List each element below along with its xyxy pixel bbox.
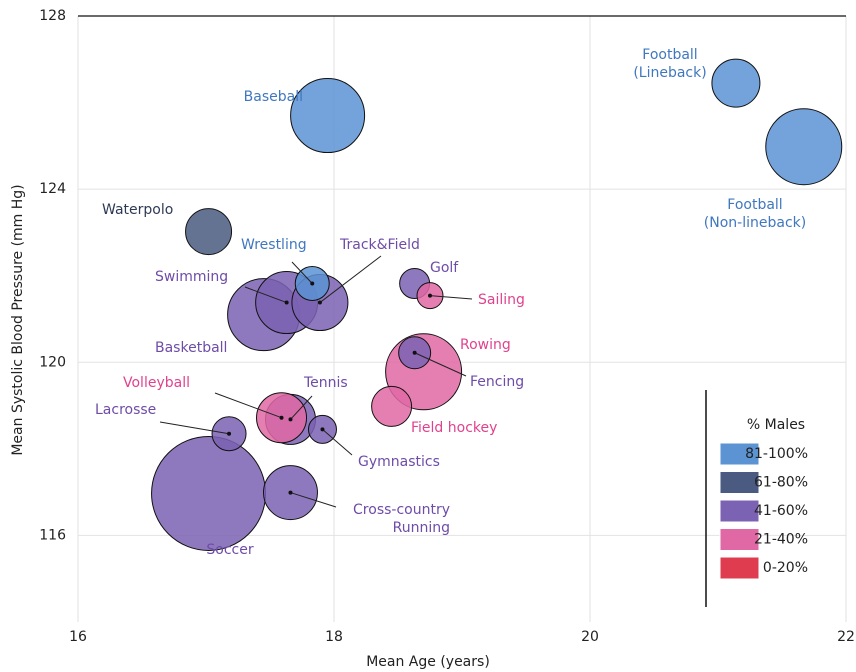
legend-swatch — [719, 499, 760, 523]
leader-line — [159, 421, 230, 435]
bubble-label: Football — [727, 197, 782, 213]
legend-swatch — [719, 471, 760, 494]
bubble-label: Fencing — [470, 374, 524, 390]
leader-dot — [279, 415, 284, 420]
leader-dot — [428, 293, 432, 298]
leader-line — [429, 295, 473, 300]
bubble-label: Lacrosse — [95, 402, 156, 418]
bubble-label: Basketball — [155, 340, 227, 356]
legend-label: 61-80% — [754, 475, 808, 491]
bubble-label: Baseball — [244, 89, 303, 105]
leader-line — [244, 286, 287, 304]
leader-dot — [288, 417, 293, 422]
leader-line — [214, 392, 282, 419]
y-tick-label: 116 — [39, 527, 66, 543]
legend-swatch — [719, 528, 760, 551]
x-tick-label: 22 — [837, 629, 855, 645]
bubble-label: Soccer — [206, 542, 253, 558]
bubble-label: Waterpolo — [102, 202, 173, 218]
bubble-label: Track&Field — [339, 237, 420, 253]
legend-title: % Males — [747, 417, 805, 433]
bubble-label: Rowing — [460, 337, 511, 353]
bubble-label: Field hockey — [411, 420, 497, 436]
bubble-label: (Lineback) — [633, 65, 706, 81]
bubble-label: Wrestling — [241, 237, 307, 253]
bubble-label: Tennis — [303, 375, 348, 391]
bubble-label: Golf — [430, 260, 459, 276]
legend-label: 41-60% — [754, 503, 808, 519]
bubble-label: Gymnastics — [358, 454, 440, 470]
x-tick-label: 16 — [69, 629, 87, 645]
legend-label: 21-40% — [754, 532, 808, 548]
bubble-label: Football — [642, 47, 697, 63]
leader-dot — [284, 300, 289, 305]
x-axis-label: Mean Age (years) — [366, 654, 490, 670]
leader-line — [322, 429, 353, 456]
leader-dot — [227, 431, 232, 436]
leader-dot — [320, 427, 325, 432]
bubble-label: Running — [393, 520, 450, 536]
leader-dot — [317, 300, 322, 305]
legend-swatch — [719, 442, 760, 466]
bubble-label: (Non-lineback) — [704, 215, 806, 231]
bubble-label: Cross-country — [353, 502, 450, 518]
y-axis-label: Mean Systolic Blood Pressure (mm Hg) — [10, 184, 26, 455]
leader-line — [414, 352, 467, 377]
leader-line — [290, 395, 313, 420]
y-tick-label: 128 — [39, 8, 66, 24]
bubble — [151, 435, 267, 551]
leader-dot — [310, 281, 315, 286]
legend-label: 0-20% — [763, 560, 808, 576]
legend-label: 81-100% — [745, 446, 808, 462]
leader-line — [290, 492, 337, 508]
leader-dot — [412, 350, 417, 355]
bubble — [765, 108, 843, 186]
y-tick-label: 120 — [39, 354, 66, 370]
leader-dot — [288, 490, 293, 495]
legend-swatch — [719, 556, 760, 580]
y-tick-label: 124 — [39, 181, 66, 197]
bubble — [711, 58, 761, 108]
bubble-label: Sailing — [478, 292, 525, 308]
x-tick-label: 18 — [325, 629, 343, 645]
leader-line — [291, 261, 313, 284]
leader-line — [319, 255, 382, 303]
bubble — [185, 208, 233, 256]
x-tick-label: 20 — [581, 629, 599, 645]
bubble-label: Swimming — [155, 269, 228, 285]
bubble-label: Volleyball — [123, 375, 190, 391]
bubble — [371, 385, 413, 427]
bubble — [290, 78, 366, 154]
